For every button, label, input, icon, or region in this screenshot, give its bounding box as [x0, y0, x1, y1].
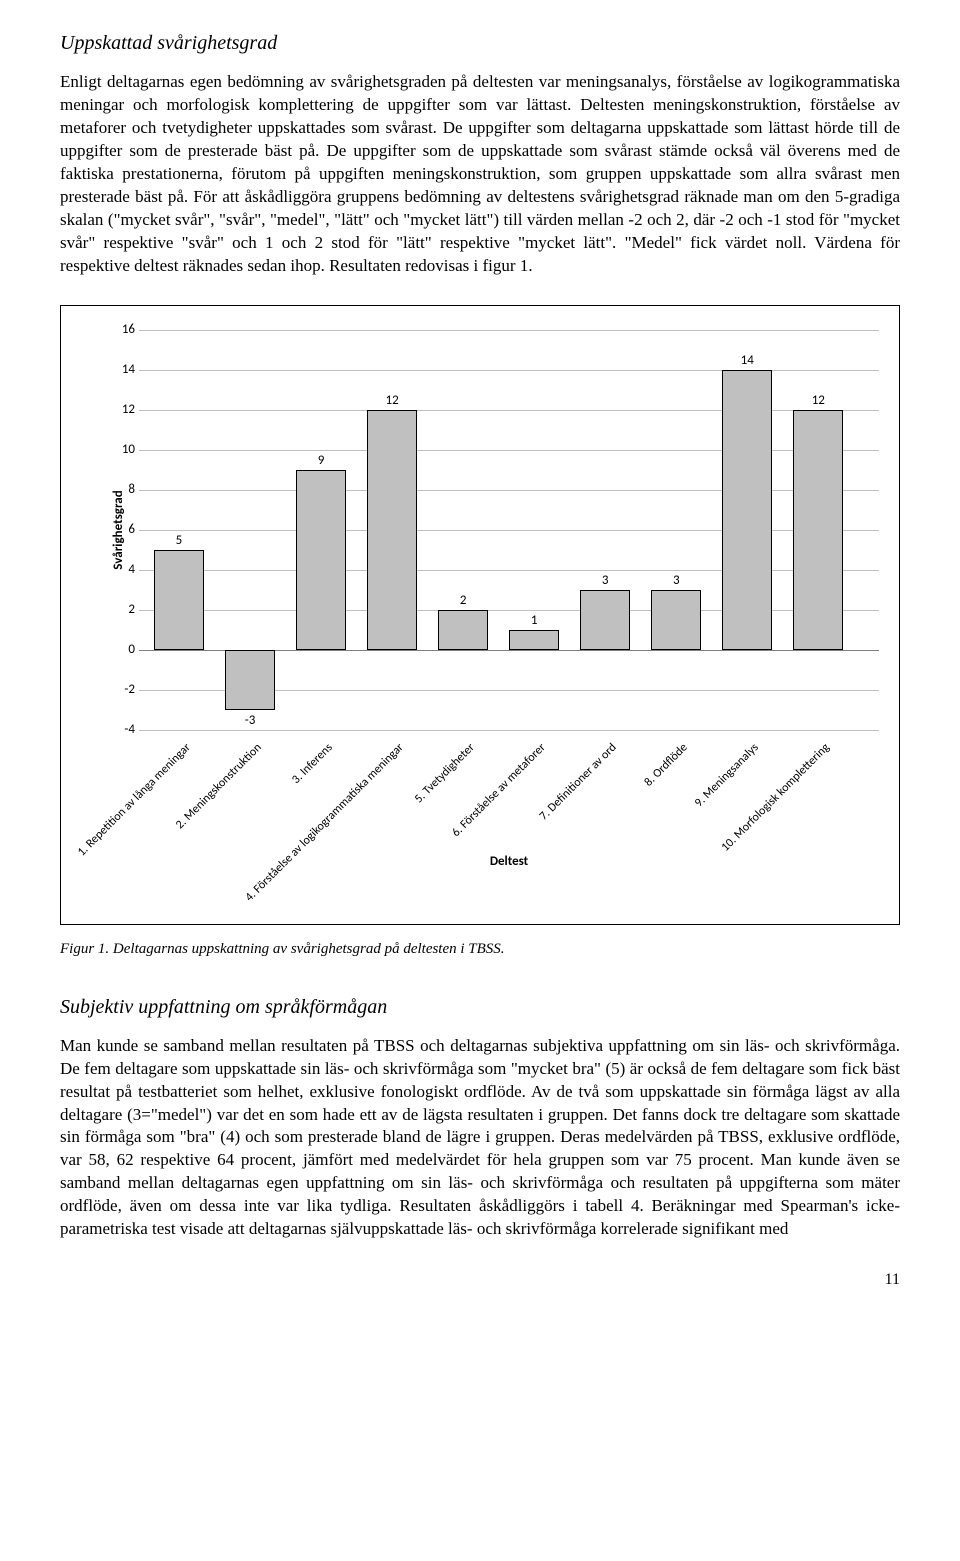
- chart-bar: [154, 550, 204, 650]
- bar-value-label: 9: [318, 452, 325, 470]
- chart-bar: [722, 370, 772, 650]
- y-tick-label: 10: [111, 442, 135, 460]
- gridline: [139, 330, 879, 331]
- bar-value-label: 3: [602, 572, 609, 590]
- x-tick-label: 5. Tvetydigheter: [412, 740, 479, 807]
- x-tick-label: 7. Definitioner av ord: [536, 740, 620, 824]
- y-tick-label: 2: [111, 602, 135, 620]
- paragraph-1: Enligt deltagarnas egen bedömning av svå…: [60, 71, 900, 277]
- figure-caption: Figur 1. Deltagarnas uppskattning av svå…: [60, 939, 900, 959]
- x-tick-label: 3. Inferens: [289, 740, 337, 788]
- x-axis-title: Deltest: [490, 853, 528, 871]
- chart-bar: [509, 630, 559, 650]
- y-tick-label: 4: [111, 562, 135, 580]
- bar-value-label: 1: [531, 612, 538, 630]
- chart-bar: [438, 610, 488, 650]
- bar-value-label: 5: [176, 532, 183, 550]
- chart-area: Svårighetsgrad -4-202468101214165-391221…: [107, 330, 879, 730]
- chart-bar: [793, 410, 843, 650]
- x-tick-label: 9. Meningsanalys: [692, 740, 763, 811]
- chart-bar: [225, 650, 275, 710]
- x-tick-label: 4. Förståelse av logikogrammatiska menin…: [242, 740, 407, 905]
- y-tick-label: 6: [111, 522, 135, 540]
- y-tick-label: 16: [111, 322, 135, 340]
- section-heading-2: Subjektiv uppfattning om språkförmågan: [60, 994, 900, 1021]
- x-tick-label: 8. Ordflöde: [641, 740, 691, 790]
- x-tick-label: 1. Repetition av långa meningar: [74, 740, 194, 860]
- chart-container: Svårighetsgrad -4-202468101214165-391221…: [60, 305, 900, 925]
- y-tick-label: -4: [111, 722, 135, 740]
- gridline: [139, 730, 879, 731]
- bar-value-label: -3: [245, 712, 256, 730]
- bar-value-label: 3: [673, 572, 680, 590]
- chart-bar: [651, 590, 701, 650]
- section-heading-1: Uppskattad svårighetsgrad: [60, 30, 900, 57]
- y-tick-label: -2: [111, 682, 135, 700]
- bar-value-label: 2: [460, 592, 467, 610]
- chart-bar: [367, 410, 417, 650]
- chart-bar: [296, 470, 346, 650]
- y-tick-label: 8: [111, 482, 135, 500]
- bar-value-label: 12: [812, 392, 825, 410]
- page-number: 11: [60, 1269, 900, 1291]
- bar-value-label: 12: [385, 392, 398, 410]
- paragraph-2: Man kunde se samband mellan resultaten p…: [60, 1035, 900, 1241]
- y-tick-label: 0: [111, 642, 135, 660]
- y-tick-label: 14: [111, 362, 135, 380]
- chart-plot: -4-202468101214165-391221331412: [139, 330, 879, 730]
- x-axis-labels: Deltest 1. Repetition av långa meningar2…: [139, 740, 879, 910]
- y-tick-label: 12: [111, 402, 135, 420]
- chart-bar: [580, 590, 630, 650]
- bar-value-label: 14: [741, 352, 754, 370]
